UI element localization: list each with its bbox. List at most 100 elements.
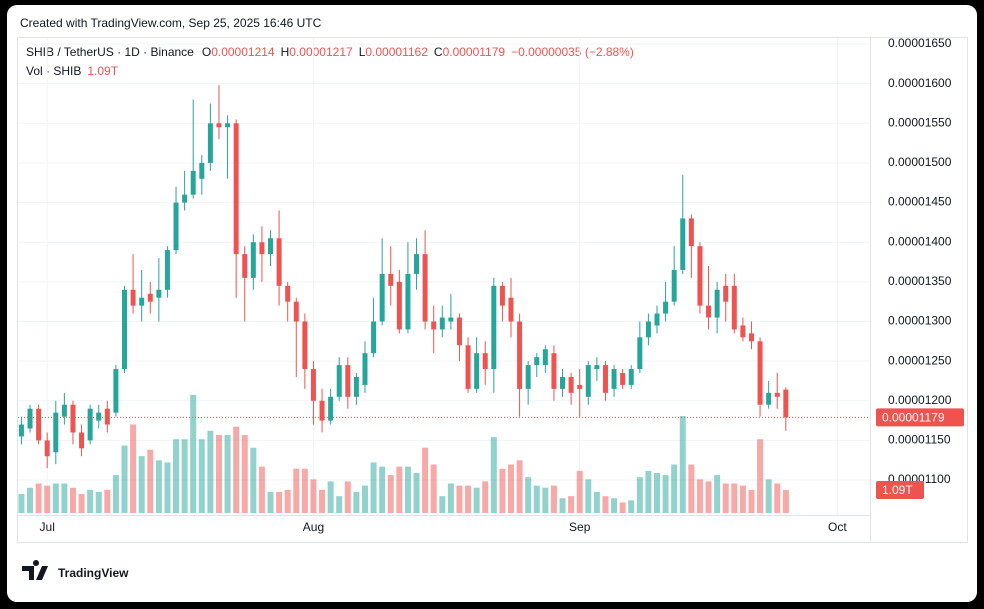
volume-bar — [499, 468, 506, 513]
volume-bar — [164, 462, 171, 513]
candle-body — [448, 317, 454, 322]
legend-change: −0.00000035 (−2.88%) — [511, 45, 634, 59]
volume-bar — [628, 500, 635, 513]
candle-body — [456, 317, 462, 346]
volume-bar — [173, 439, 180, 513]
candle-body — [439, 317, 445, 330]
candle-body — [534, 357, 540, 366]
y-tick-label: 0.00001400 — [888, 234, 952, 248]
candle-body — [491, 285, 497, 370]
grid — [18, 38, 870, 515]
candle-body — [27, 408, 33, 429]
candle-body — [310, 369, 316, 401]
x-tick-label: Jul — [40, 520, 55, 534]
volume-bar — [576, 470, 583, 513]
candle-body — [190, 170, 196, 195]
candle-body — [628, 369, 634, 385]
volume-bar — [619, 502, 626, 513]
y-tick-label: 0.00001250 — [888, 353, 952, 367]
candle-body — [362, 353, 368, 385]
volume-bar — [370, 462, 377, 513]
candle-body — [18, 424, 24, 437]
volume-bar — [361, 485, 368, 513]
candle-body — [405, 273, 411, 330]
candle-body — [53, 412, 59, 453]
volume-bar — [301, 468, 308, 513]
volume-bar — [739, 485, 746, 513]
candle-body — [577, 384, 583, 389]
volume-bar — [379, 466, 386, 513]
volume-bar — [473, 487, 480, 513]
volume-label: 1.09T — [882, 483, 913, 497]
logo: TradingView — [22, 559, 129, 580]
candle-body — [199, 162, 205, 179]
candle-body — [465, 345, 471, 389]
candle-body — [44, 440, 50, 457]
candle-body — [551, 353, 557, 389]
legend-symbol: SHIB / TetherUS · 1D · Binance — [26, 45, 194, 59]
volume-bar — [602, 496, 609, 513]
candle-body — [671, 269, 677, 302]
candle-body — [714, 289, 720, 318]
chart-frame — [17, 37, 968, 543]
volume-bar — [104, 489, 111, 513]
volume-bar — [705, 481, 712, 513]
candle-body — [353, 376, 359, 397]
volume-bar — [61, 483, 68, 513]
volume-bar — [422, 447, 429, 513]
volume-bar — [319, 489, 326, 513]
volume-bar — [439, 496, 446, 513]
candles — [18, 85, 789, 469]
candle-body — [61, 404, 67, 417]
volume-bar — [404, 466, 411, 513]
volume-bar — [35, 483, 42, 513]
logo-icon — [22, 559, 48, 580]
volume-bar — [671, 464, 678, 513]
volume-bar — [190, 395, 197, 513]
candle-body — [216, 123, 222, 128]
candle-body — [740, 325, 746, 338]
candle-body — [36, 408, 42, 441]
volume-bar — [27, 487, 34, 513]
volume-bar — [387, 475, 394, 513]
y-tick-label: 0.00001450 — [888, 195, 952, 209]
candle-body — [96, 412, 102, 421]
volume-bar — [138, 456, 145, 513]
volume-bar — [533, 485, 540, 513]
volume-bar — [147, 449, 154, 513]
volume-bar — [559, 498, 566, 513]
volume-bar — [731, 483, 738, 513]
volume-bar — [568, 496, 575, 513]
volume-bar — [18, 494, 25, 513]
candle-body — [250, 242, 256, 278]
legend-volume-value: 1.09T — [87, 64, 118, 78]
volume-bar — [155, 460, 162, 513]
volume-bar — [44, 485, 51, 513]
volume-bar — [258, 466, 265, 513]
legend-value: 0.00001162 — [365, 45, 428, 59]
x-tick-label: Aug — [303, 520, 324, 534]
candle-body — [242, 254, 248, 278]
volume-bar — [688, 464, 695, 513]
candle-body — [302, 321, 308, 370]
volume-bar — [224, 435, 231, 513]
volume-bar — [722, 483, 729, 513]
y-tick-label: 0.00001150 — [888, 433, 951, 447]
volume-bar — [284, 489, 291, 513]
candle-body — [757, 341, 763, 405]
candle-body — [774, 392, 780, 397]
candle-body — [611, 369, 617, 389]
candle-body — [259, 242, 265, 255]
candle-body — [388, 273, 394, 286]
candle-body — [783, 389, 789, 418]
volume-bar — [757, 439, 764, 513]
volume-bar — [250, 447, 257, 513]
candle-body — [731, 285, 737, 330]
candle-body — [87, 408, 93, 441]
legend-key: C — [434, 45, 443, 59]
volume-bar — [69, 487, 76, 513]
volume-bar — [327, 481, 334, 513]
volume-bar — [611, 498, 618, 513]
volume-bar — [490, 437, 497, 513]
candle-body — [508, 297, 514, 322]
